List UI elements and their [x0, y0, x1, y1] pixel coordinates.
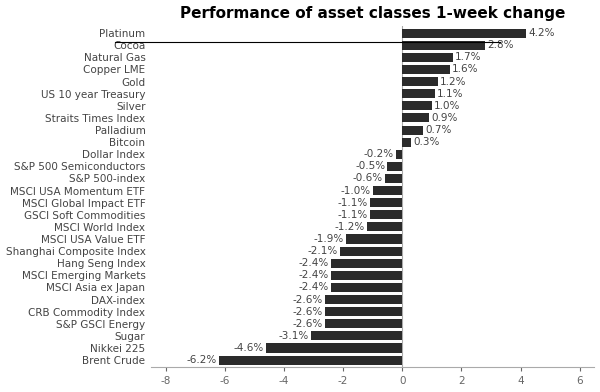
Bar — [340, 247, 402, 256]
Text: -1.2%: -1.2% — [334, 222, 364, 232]
Text: -1.1%: -1.1% — [337, 198, 367, 208]
Text: -2.6%: -2.6% — [293, 295, 323, 305]
Bar — [219, 356, 402, 365]
Bar — [370, 210, 402, 220]
Text: -2.1%: -2.1% — [308, 246, 338, 256]
Bar — [367, 222, 402, 231]
Bar — [346, 234, 402, 243]
Bar — [402, 65, 449, 74]
Bar — [402, 113, 429, 122]
Text: 1.6%: 1.6% — [452, 65, 478, 74]
Bar — [370, 198, 402, 207]
Bar — [402, 101, 432, 111]
Text: 1.7%: 1.7% — [455, 53, 481, 62]
Text: -1.9%: -1.9% — [313, 234, 344, 244]
Bar — [373, 186, 402, 195]
Bar — [402, 29, 526, 38]
Text: -2.4%: -2.4% — [299, 283, 329, 292]
Bar — [402, 77, 438, 86]
Bar — [402, 125, 423, 134]
Text: 0.3%: 0.3% — [413, 137, 440, 147]
Bar — [397, 150, 402, 159]
Text: -2.6%: -2.6% — [293, 307, 323, 317]
Text: 4.2%: 4.2% — [529, 28, 556, 38]
Text: 1.0%: 1.0% — [434, 101, 461, 111]
Bar — [331, 271, 402, 280]
Text: -0.2%: -0.2% — [364, 149, 394, 159]
Bar — [388, 162, 402, 171]
Bar — [325, 307, 402, 316]
Bar — [331, 259, 402, 268]
Text: 1.2%: 1.2% — [440, 76, 467, 87]
Bar — [402, 41, 485, 50]
Text: -2.6%: -2.6% — [293, 319, 323, 329]
Text: -0.6%: -0.6% — [352, 174, 382, 183]
Text: -6.2%: -6.2% — [187, 355, 217, 365]
Text: 2.8%: 2.8% — [487, 40, 514, 50]
Text: -2.4%: -2.4% — [299, 270, 329, 280]
Bar — [385, 174, 402, 183]
Text: -4.6%: -4.6% — [233, 343, 264, 353]
Text: 0.7%: 0.7% — [425, 125, 452, 135]
Text: -3.1%: -3.1% — [278, 331, 308, 341]
Bar — [325, 295, 402, 304]
Bar — [331, 283, 402, 292]
Text: -2.4%: -2.4% — [299, 258, 329, 268]
Text: -1.0%: -1.0% — [340, 185, 370, 196]
Text: 1.1%: 1.1% — [437, 89, 464, 99]
Bar — [402, 89, 435, 98]
Text: -1.1%: -1.1% — [337, 210, 367, 220]
Text: -0.5%: -0.5% — [355, 162, 385, 171]
Bar — [266, 343, 402, 352]
Bar — [311, 331, 402, 341]
Bar — [325, 319, 402, 328]
Text: 0.9%: 0.9% — [431, 113, 458, 123]
Bar — [402, 53, 452, 62]
Bar — [402, 138, 411, 147]
Title: Performance of asset classes 1-week change: Performance of asset classes 1-week chan… — [180, 5, 565, 20]
